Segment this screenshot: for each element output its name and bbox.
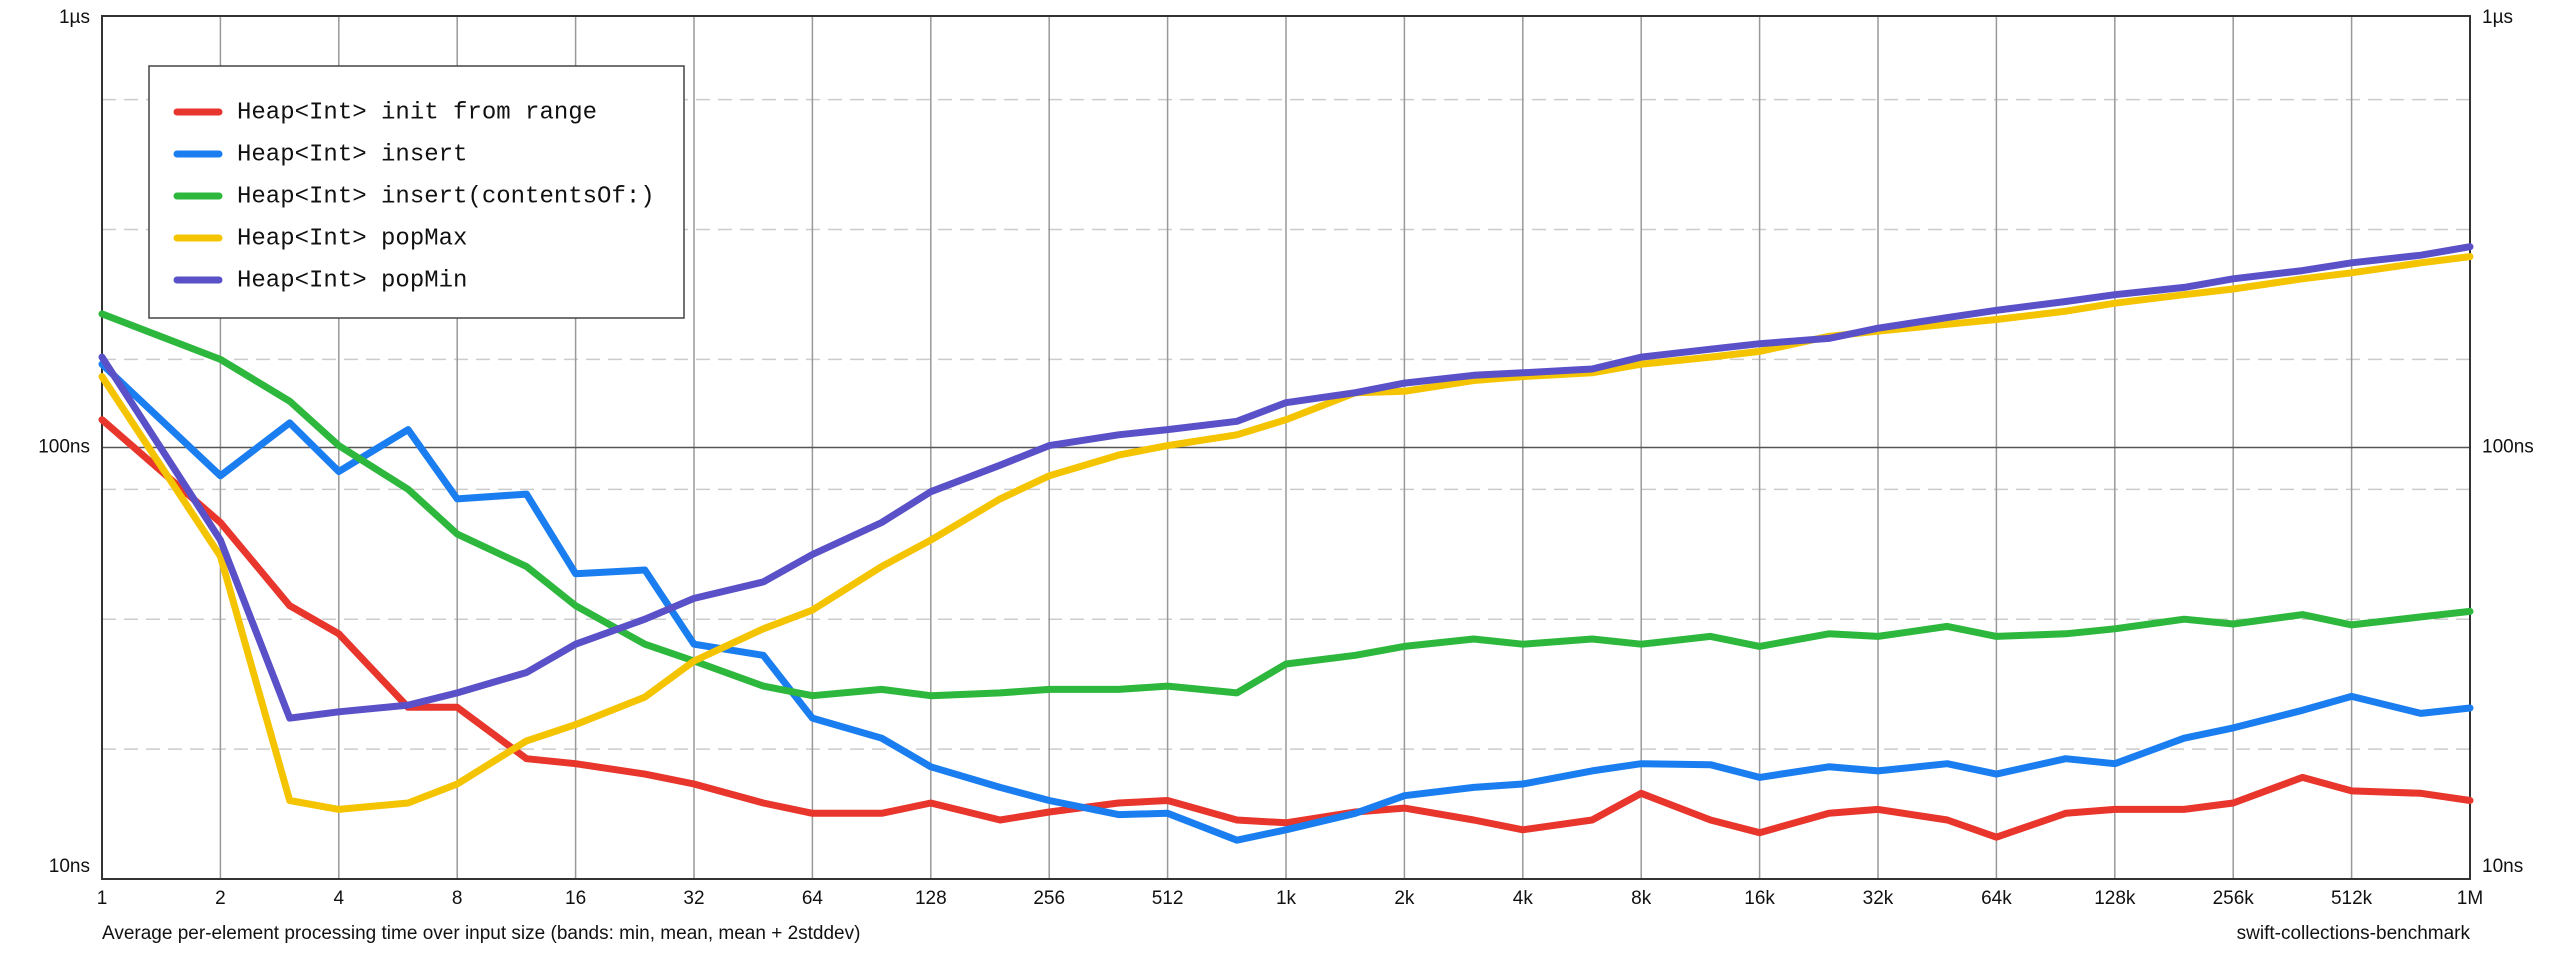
x-tick-label: 32k <box>1863 888 1894 909</box>
x-tick-label: 1k <box>1276 888 1297 909</box>
x-tick-label: 2k <box>1394 888 1415 909</box>
y-tick-label-right: 10ns <box>2482 856 2523 877</box>
y-tick-label-right: 100ns <box>2482 437 2534 458</box>
legend-label: Heap<Int> insert(contentsOf:) <box>237 183 655 210</box>
x-tick-label: 16 <box>565 888 586 909</box>
x-tick-label: 2 <box>215 888 226 909</box>
credit: swift-collections-benchmark <box>2237 923 2471 944</box>
series-line <box>98 243 2474 722</box>
series-line <box>98 416 2474 841</box>
y-tick-label: 10ns <box>49 856 90 877</box>
caption: Average per-element processing time over… <box>102 923 860 944</box>
x-tick-label: 4 <box>334 888 345 909</box>
y-tick-label-right: 1µs <box>2482 7 2513 28</box>
x-tick-label: 512 <box>1152 888 1184 909</box>
x-tick-label: 256 <box>1033 888 1065 909</box>
legend-label: Heap<Int> insert <box>237 141 467 168</box>
x-tick-label: 64k <box>1981 888 2012 909</box>
series-line <box>98 253 2474 813</box>
x-tick-label: 64 <box>802 888 824 909</box>
y-tick-label: 100ns <box>38 437 90 458</box>
x-tick-label: 16k <box>1744 888 1775 909</box>
legend-label: Heap<Int> init from range <box>237 99 597 126</box>
plot-frame <box>101 15 2471 880</box>
x-tick-label: 1 <box>97 888 108 909</box>
y-tick-label: 1µs <box>59 7 90 28</box>
x-tick-label: 4k <box>1513 888 1534 909</box>
legend-box <box>148 65 685 319</box>
series-line <box>98 310 2474 700</box>
legend-label: Heap<Int> popMin <box>237 267 467 294</box>
x-tick-label: 32 <box>683 888 704 909</box>
x-tick-label: 1M <box>2457 888 2483 909</box>
x-tick-label: 128 <box>915 888 947 909</box>
x-tick-label: 8k <box>1631 888 1652 909</box>
x-tick-label: 128k <box>2094 888 2136 909</box>
legend-label: Heap<Int> popMax <box>237 225 467 252</box>
x-tick-label: 512k <box>2331 888 2373 909</box>
series-line <box>98 360 2474 844</box>
x-tick-label: 256k <box>2213 888 2255 909</box>
x-tick-label: 8 <box>452 888 463 909</box>
